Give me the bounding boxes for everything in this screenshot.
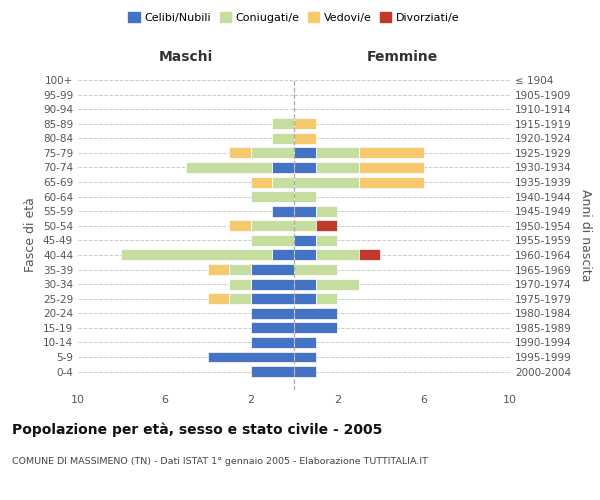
Bar <box>251 293 294 304</box>
Bar <box>272 162 294 173</box>
Bar <box>208 293 229 304</box>
Bar <box>251 337 294 348</box>
Bar <box>359 148 424 158</box>
Bar <box>294 235 316 246</box>
Bar <box>251 176 272 188</box>
Bar <box>294 191 316 202</box>
Bar <box>208 264 229 275</box>
Bar <box>294 337 316 348</box>
Bar <box>251 264 294 275</box>
Bar <box>229 264 251 275</box>
Bar <box>294 118 316 129</box>
Bar <box>272 250 294 260</box>
Bar <box>294 250 316 260</box>
Bar <box>272 176 294 188</box>
Legend: Celibi/Nubili, Coniugati/e, Vedovi/e, Divorziati/e: Celibi/Nubili, Coniugati/e, Vedovi/e, Di… <box>124 8 464 28</box>
Bar <box>229 278 251 289</box>
Bar <box>294 176 359 188</box>
Bar <box>294 133 316 144</box>
Bar <box>208 352 294 362</box>
Bar <box>316 162 359 173</box>
Bar <box>294 206 316 216</box>
Bar <box>294 293 316 304</box>
Bar <box>251 148 294 158</box>
Bar <box>186 162 272 173</box>
Bar <box>316 278 359 289</box>
Bar <box>359 250 380 260</box>
Bar <box>316 148 359 158</box>
Bar <box>272 206 294 216</box>
Bar <box>294 162 316 173</box>
Bar <box>316 250 359 260</box>
Bar <box>229 293 251 304</box>
Bar <box>294 148 316 158</box>
Bar <box>251 235 294 246</box>
Bar <box>121 250 272 260</box>
Bar <box>316 206 337 216</box>
Bar <box>251 220 294 232</box>
Bar <box>316 293 337 304</box>
Bar <box>229 148 251 158</box>
Bar <box>229 220 251 232</box>
Bar <box>294 352 316 362</box>
Text: Femmine: Femmine <box>367 50 437 64</box>
Text: Maschi: Maschi <box>159 50 213 64</box>
Bar <box>272 133 294 144</box>
Bar <box>251 322 294 334</box>
Text: COMUNE DI MASSIMENO (TN) - Dati ISTAT 1° gennaio 2005 - Elaborazione TUTTITALIA.: COMUNE DI MASSIMENO (TN) - Dati ISTAT 1°… <box>12 458 428 466</box>
Bar <box>294 322 337 334</box>
Bar <box>294 366 316 377</box>
Bar <box>359 176 424 188</box>
Text: Popolazione per età, sesso e stato civile - 2005: Popolazione per età, sesso e stato civil… <box>12 422 382 437</box>
Y-axis label: Fasce di età: Fasce di età <box>25 198 37 272</box>
Bar <box>251 366 294 377</box>
Bar <box>316 220 337 232</box>
Bar <box>294 308 337 318</box>
Bar <box>359 162 424 173</box>
Bar <box>251 191 294 202</box>
Y-axis label: Anni di nascita: Anni di nascita <box>578 188 592 281</box>
Bar <box>316 235 337 246</box>
Bar <box>294 278 316 289</box>
Bar <box>272 118 294 129</box>
Bar <box>294 264 337 275</box>
Bar <box>294 220 316 232</box>
Bar <box>251 278 294 289</box>
Bar <box>251 308 294 318</box>
